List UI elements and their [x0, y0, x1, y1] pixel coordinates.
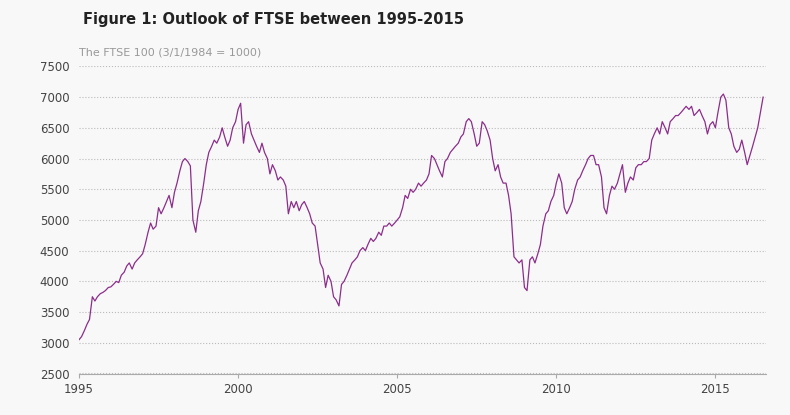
Text: The FTSE 100 (3/1/1984 = 1000): The FTSE 100 (3/1/1984 = 1000) — [79, 47, 261, 57]
Text: Figure 1: Outlook of FTSE between 1995-2015: Figure 1: Outlook of FTSE between 1995-2… — [83, 12, 464, 27]
